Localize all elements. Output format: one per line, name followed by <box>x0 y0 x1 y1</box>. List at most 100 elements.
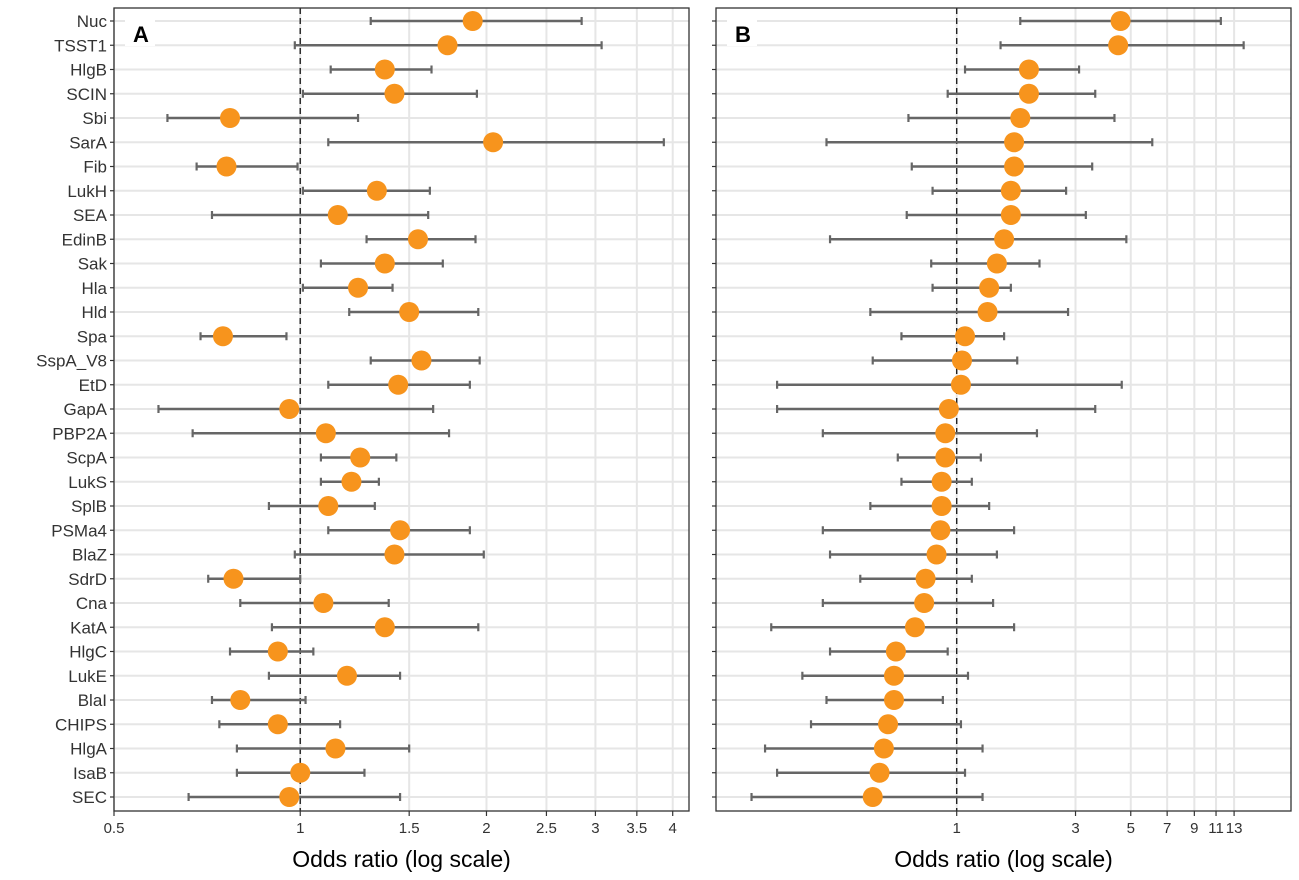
point-estimate <box>1110 11 1131 31</box>
x-axis-title: Odds ratio (log scale) <box>292 846 511 872</box>
point-estimate <box>384 544 405 565</box>
point-estimate <box>986 253 1007 274</box>
panel-label: B <box>735 22 751 47</box>
point-estimate <box>926 544 947 565</box>
point-estimate <box>290 762 311 783</box>
point-estimate <box>977 302 998 322</box>
point-estimate <box>1004 156 1025 177</box>
x-tick-label: 7 <box>1163 820 1171 837</box>
y-tick-label: EtD <box>79 376 107 395</box>
point-estimate <box>366 180 387 201</box>
x-tick-label: 11 <box>1208 820 1224 837</box>
y-tick-label: BlaZ <box>72 546 107 565</box>
y-tick-label: SspA_V8 <box>36 352 107 371</box>
x-axis-title: Odds ratio (log scale) <box>894 846 1113 872</box>
point-estimate <box>931 496 952 516</box>
panel-label-background <box>727 16 757 46</box>
x-tick-label: 1 <box>296 820 304 837</box>
y-tick-label: Nuc <box>77 12 108 31</box>
point-estimate <box>1000 180 1021 201</box>
point-estimate <box>1004 132 1025 153</box>
x-tick-label: 2.5 <box>536 820 557 837</box>
point-estimate <box>904 617 925 638</box>
point-estimate <box>327 205 348 225</box>
y-tick-label: GapA <box>64 400 108 419</box>
point-estimate <box>994 229 1015 250</box>
y-tick-label: Sak <box>78 255 108 274</box>
y-tick-label: HlgB <box>70 61 107 80</box>
point-estimate <box>885 641 906 662</box>
x-tick-label: 1 <box>953 820 961 837</box>
y-tick-label: Cna <box>76 594 108 613</box>
point-estimate <box>951 350 972 371</box>
point-estimate <box>223 568 244 589</box>
point-estimate <box>279 787 300 807</box>
point-estimate <box>931 471 952 492</box>
y-tick-label: HlgA <box>70 740 108 759</box>
point-estimate <box>216 156 237 177</box>
y-tick-label: EdinB <box>62 230 107 249</box>
panel-a: A Nuc TSST1 HlgB SCIN Sbi SarA Fib LukH SEA EdinB S… <box>36 7 690 872</box>
y-tick-label: TSST1 <box>54 36 107 55</box>
point-estimate <box>869 762 890 783</box>
x-tick-label: 4 <box>669 820 677 837</box>
y-tick-label: Hla <box>81 279 107 298</box>
point-estimate <box>950 374 971 395</box>
point-estimate <box>350 447 371 468</box>
y-tick-label: PSMa4 <box>51 521 107 540</box>
point-estimate <box>915 568 936 589</box>
point-estimate <box>1018 59 1039 80</box>
point-estimate <box>935 447 956 468</box>
point-estimate <box>399 302 420 322</box>
point-estimate <box>230 690 251 710</box>
y-tick-label: LukE <box>68 667 107 686</box>
x-tick-label: 3.5 <box>626 820 647 837</box>
panel-label-background <box>125 16 155 46</box>
y-tick-label: ScpA <box>66 449 107 468</box>
y-tick-label: LukS <box>68 473 107 492</box>
y-tick-label: IsaB <box>73 764 107 783</box>
point-estimate <box>979 277 1000 298</box>
y-tick-label: Sbi <box>82 109 107 128</box>
point-estimate <box>1018 83 1039 104</box>
point-estimate <box>873 738 894 759</box>
point-estimate <box>374 617 395 638</box>
point-estimate <box>336 665 357 686</box>
y-tick-label: SdrD <box>68 570 107 589</box>
point-estimate <box>878 714 899 735</box>
point-estimate <box>390 520 411 541</box>
point-estimate <box>462 11 483 31</box>
point-estimate <box>1108 35 1129 56</box>
x-tick-label: 13 <box>1226 820 1243 837</box>
x-tick-label: 3 <box>591 820 599 837</box>
x-tick-label: 9 <box>1190 820 1198 837</box>
x-tick-label: 0.5 <box>104 820 125 837</box>
x-tick-label: 5 <box>1127 820 1135 837</box>
y-tick-label: Spa <box>77 327 108 346</box>
y-tick-label: SEA <box>73 206 108 225</box>
y-tick-label: SplB <box>71 497 107 516</box>
x-tick-label: 3 <box>1071 820 1079 837</box>
point-estimate <box>313 593 334 613</box>
point-estimate <box>883 690 904 710</box>
point-estimate <box>883 665 904 686</box>
y-tick-label: CHIPS <box>55 715 107 734</box>
y-tick-label: HlgC <box>69 643 107 662</box>
point-estimate <box>267 714 288 735</box>
point-estimate <box>1010 108 1031 128</box>
point-estimate <box>341 471 362 492</box>
point-estimate <box>862 787 883 807</box>
y-tick-label: SarA <box>69 133 107 152</box>
point-estimate <box>935 423 956 444</box>
point-estimate <box>1000 205 1021 225</box>
point-estimate <box>212 326 233 347</box>
y-tick-label: SCIN <box>66 85 107 104</box>
point-estimate <box>267 641 288 662</box>
point-estimate <box>437 35 458 56</box>
panel-label: A <box>133 22 149 47</box>
point-estimate <box>220 108 241 128</box>
y-tick-label: Hld <box>81 303 107 322</box>
y-tick-label: PBP2A <box>52 424 107 443</box>
y-tick-label: BlaI <box>78 691 107 710</box>
